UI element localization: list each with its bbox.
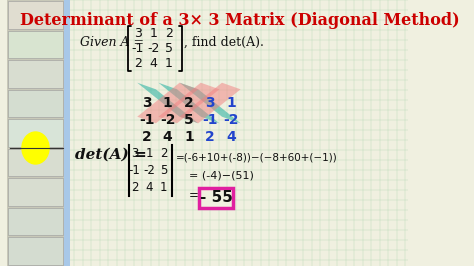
Text: -2: -2 bbox=[147, 42, 159, 55]
Text: , find det(A).: , find det(A). bbox=[184, 35, 264, 48]
Text: 1: 1 bbox=[160, 181, 167, 194]
Text: 4: 4 bbox=[146, 181, 153, 194]
Text: -1: -1 bbox=[129, 164, 141, 177]
Text: 2: 2 bbox=[142, 130, 151, 144]
Circle shape bbox=[22, 132, 49, 164]
Text: -1: -1 bbox=[139, 113, 154, 127]
Text: 2: 2 bbox=[134, 57, 142, 70]
Bar bbox=[8, 149, 64, 176]
Text: 1: 1 bbox=[227, 96, 236, 110]
Text: 3: 3 bbox=[134, 27, 142, 40]
Text: =(-6+10+(-8))−(−8+60+(−1)): =(-6+10+(-8))−(−8+60+(−1)) bbox=[176, 153, 338, 163]
Text: 2: 2 bbox=[131, 181, 138, 194]
Text: 1: 1 bbox=[184, 130, 194, 144]
Text: 2: 2 bbox=[205, 130, 215, 144]
Bar bbox=[8, 60, 64, 88]
Polygon shape bbox=[180, 83, 241, 123]
Text: -2: -2 bbox=[143, 164, 155, 177]
Text: 4: 4 bbox=[163, 130, 173, 144]
Text: 5: 5 bbox=[184, 113, 194, 127]
Polygon shape bbox=[180, 83, 241, 123]
Text: -2: -2 bbox=[160, 113, 175, 127]
Text: 3: 3 bbox=[131, 147, 138, 160]
Bar bbox=[8, 119, 64, 147]
Polygon shape bbox=[137, 83, 198, 123]
Text: 1: 1 bbox=[163, 96, 173, 110]
Text: 5: 5 bbox=[164, 42, 173, 55]
Text: 2: 2 bbox=[164, 27, 173, 40]
Text: -2: -2 bbox=[224, 113, 239, 127]
Text: =: = bbox=[189, 189, 199, 202]
Bar bbox=[199, 188, 233, 208]
Text: Determinant of a 3× 3 Matrix (Diagonal Method): Determinant of a 3× 3 Matrix (Diagonal M… bbox=[20, 12, 460, 29]
Bar bbox=[8, 178, 64, 206]
Bar bbox=[8, 31, 64, 58]
Text: -1: -1 bbox=[132, 42, 144, 55]
Text: 5: 5 bbox=[160, 164, 167, 177]
Text: det(A) =: det(A) = bbox=[75, 148, 147, 162]
Text: - 55: - 55 bbox=[200, 190, 232, 206]
Bar bbox=[64, 0, 70, 266]
Text: 4: 4 bbox=[149, 57, 157, 70]
Text: 3: 3 bbox=[205, 96, 215, 110]
Text: 3: 3 bbox=[142, 96, 151, 110]
Polygon shape bbox=[158, 83, 219, 123]
Bar bbox=[8, 1, 64, 28]
Text: 2: 2 bbox=[160, 147, 167, 160]
Bar bbox=[8, 208, 64, 235]
Text: 4: 4 bbox=[227, 130, 236, 144]
Text: Given A =: Given A = bbox=[81, 35, 148, 48]
Polygon shape bbox=[137, 83, 198, 123]
Bar bbox=[7, 0, 64, 266]
Text: = (-4)−(51): = (-4)−(51) bbox=[189, 171, 254, 181]
Text: 2: 2 bbox=[184, 96, 194, 110]
Text: 1: 1 bbox=[164, 57, 173, 70]
Bar bbox=[8, 90, 64, 117]
Text: 1: 1 bbox=[149, 27, 157, 40]
Text: -1: -1 bbox=[202, 113, 218, 127]
Bar bbox=[8, 238, 64, 265]
Text: 1: 1 bbox=[146, 147, 153, 160]
Polygon shape bbox=[158, 83, 219, 123]
